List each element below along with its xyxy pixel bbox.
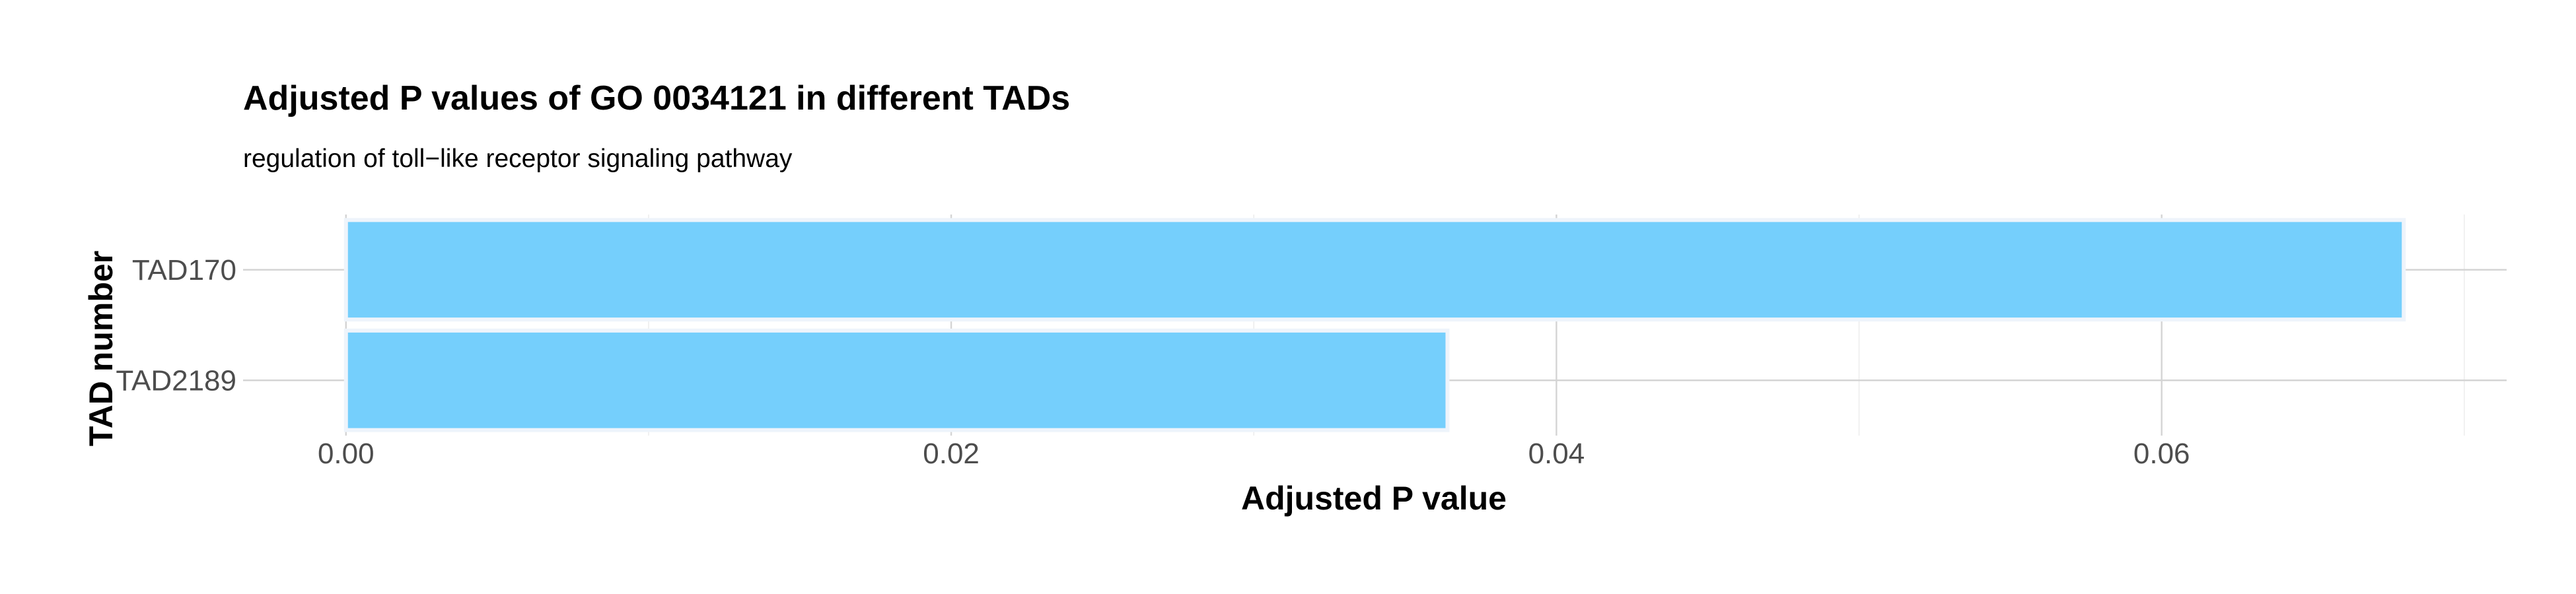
chart-subtitle: regulation of toll−like receptor signali… — [243, 145, 793, 173]
x-axis-title: Adjusted P value — [1241, 480, 1507, 517]
x-tick-label: 0.06 — [2133, 438, 2190, 470]
y-tick-label: TAD170 — [132, 254, 236, 286]
x-tick-label: 0.02 — [923, 438, 980, 470]
y-axis-title: TAD number — [83, 251, 120, 446]
y-tick-label: TAD2189 — [116, 364, 236, 397]
y-axis-ticks: TAD170 TAD2189 — [116, 254, 236, 397]
x-tick-label: 0.04 — [1528, 438, 1585, 470]
x-tick-label: 0.00 — [318, 438, 375, 470]
bar-tad2189 — [343, 328, 1450, 432]
bar-tad170 — [343, 218, 2406, 322]
x-axis-ticks: 0.00 0.02 0.04 0.06 — [318, 438, 2190, 470]
chart-title: Adjusted P values of GO 0034121 in diffe… — [243, 79, 1070, 117]
bars — [343, 218, 2406, 432]
